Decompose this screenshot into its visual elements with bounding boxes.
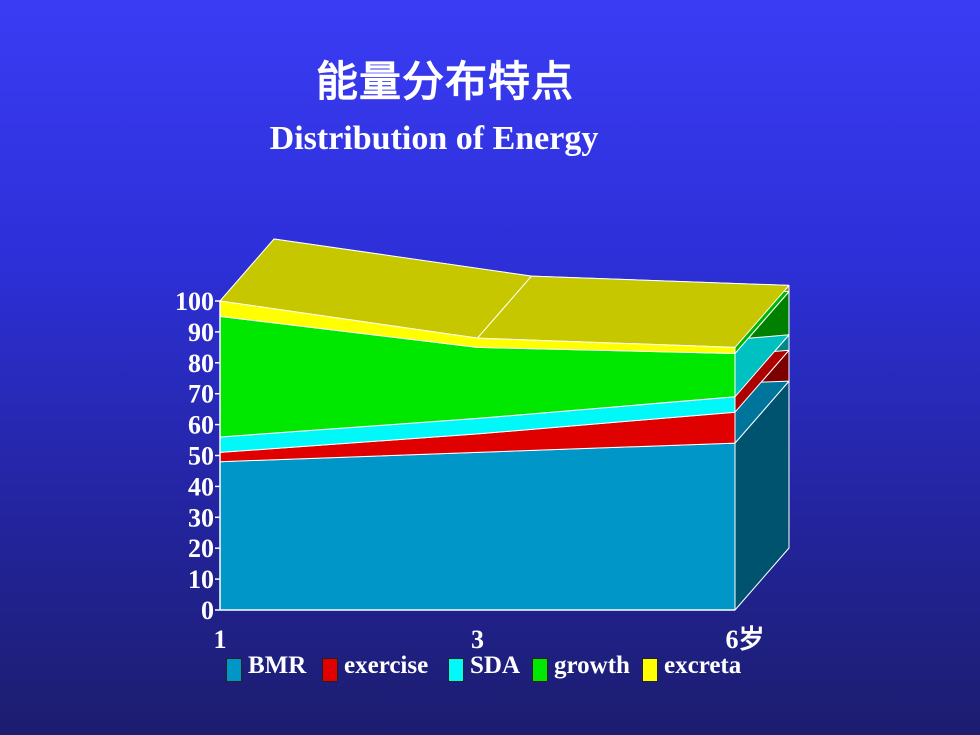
y-tick-label: 20 — [188, 534, 214, 563]
y-tick-label: 40 — [188, 472, 214, 501]
chart-title-cn: 能量分布特点 — [315, 57, 574, 106]
legend-swatch — [226, 658, 242, 682]
chart-title-en: Distribution of Energy — [269, 120, 599, 157]
legend-swatch — [642, 658, 658, 682]
area-top-excreta-1 — [477, 275, 790, 348]
legend-swatch — [448, 658, 464, 682]
legend-label: growth — [554, 652, 630, 679]
y-tick-label: 10 — [188, 565, 214, 594]
y-tick-label: 30 — [188, 503, 214, 532]
x-tick-label: 1 — [214, 625, 227, 654]
legend-label: exercise — [344, 652, 429, 679]
y-tick-label: 70 — [188, 380, 214, 409]
x-tick-label: 3 — [471, 625, 484, 654]
x-tick-labels: 1 3 6岁 — [214, 624, 765, 654]
legend-label: excreta — [664, 652, 742, 679]
y-tick-label: 90 — [188, 318, 214, 347]
x-tick-label: 6岁 — [725, 624, 764, 654]
legend-label: SDA — [470, 652, 521, 679]
area-bmr — [219, 442, 736, 611]
y-tick-label: 60 — [188, 411, 214, 440]
y-tick-label: 0 — [201, 596, 214, 625]
legend-swatch — [532, 658, 548, 682]
chart-front-faces — [219, 300, 736, 611]
legend-label: BMR — [248, 652, 307, 679]
y-tick-label: 50 — [188, 442, 214, 471]
y-tick-label: 100 — [175, 287, 214, 316]
legend-swatch — [322, 658, 338, 682]
y-tick-label: 80 — [188, 349, 214, 378]
